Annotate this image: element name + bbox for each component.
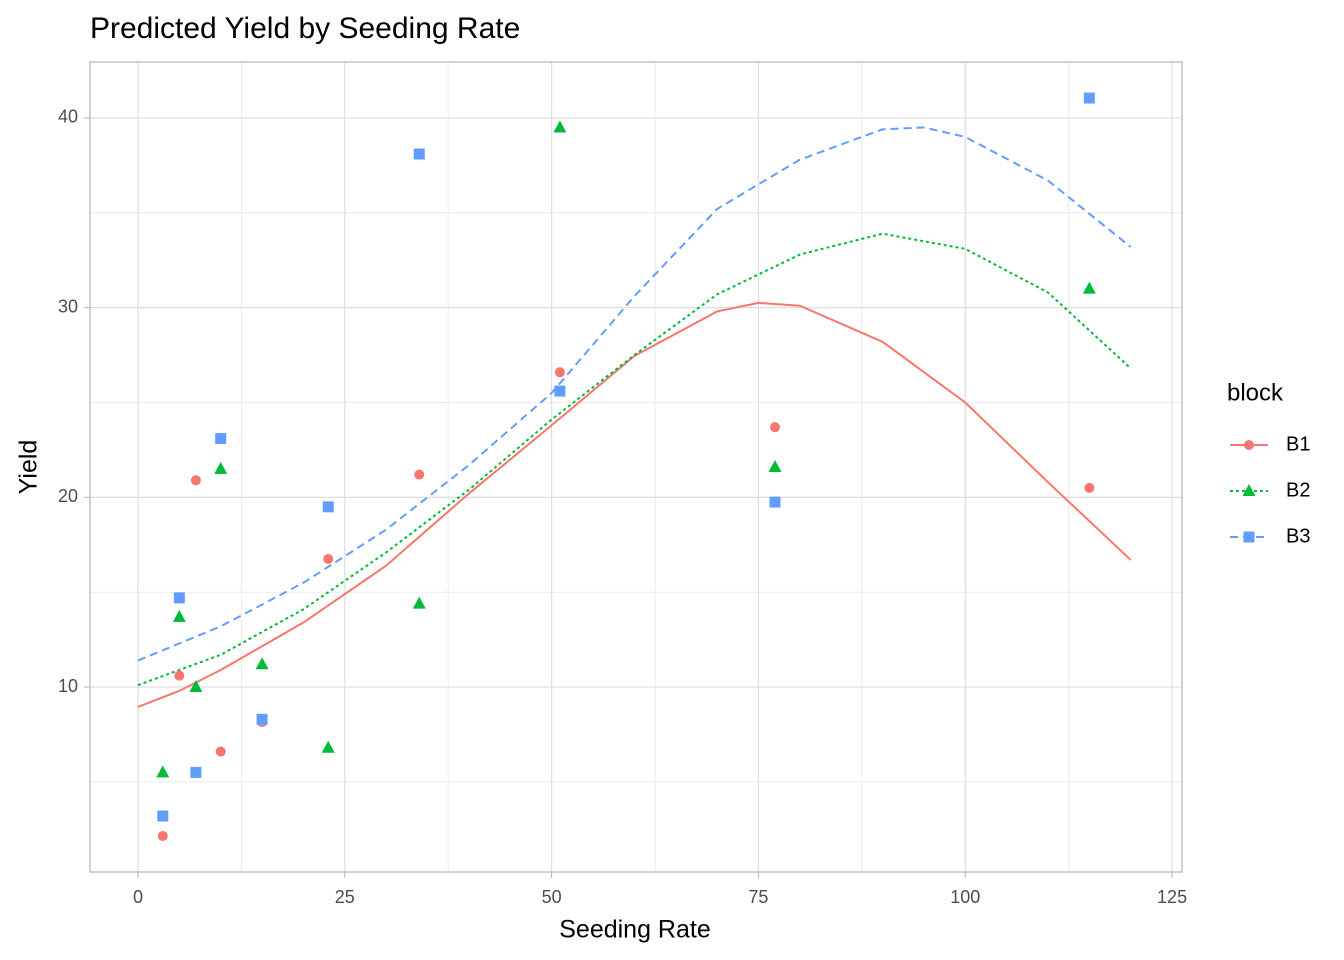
x-tick-label: 125	[1157, 887, 1187, 907]
point	[322, 501, 334, 513]
legend-title: block	[1227, 379, 1284, 406]
fit-line	[137, 126, 1132, 662]
y-tick-label: 40	[58, 107, 78, 127]
y-axis-label: Yield	[15, 440, 43, 495]
point	[1082, 281, 1096, 294]
x-tick-label: 0	[133, 887, 143, 907]
point	[190, 475, 201, 486]
point	[412, 596, 426, 609]
x-tick-label: 75	[748, 887, 768, 907]
point	[189, 680, 203, 693]
point	[414, 469, 425, 480]
point	[553, 120, 567, 133]
legend-label: B3	[1286, 525, 1310, 547]
plot-border	[89, 61, 1183, 873]
point	[769, 496, 781, 508]
legend-marker	[1244, 440, 1254, 450]
legend-label: B2	[1286, 479, 1310, 501]
point	[172, 609, 186, 622]
y-tick-label: 30	[58, 296, 78, 316]
point	[157, 830, 168, 841]
x-tick-label: 25	[335, 887, 355, 907]
point	[554, 385, 566, 397]
point	[215, 433, 227, 445]
point	[215, 746, 226, 757]
y-tick-label: 10	[58, 676, 78, 696]
point	[1083, 92, 1095, 104]
legend-label: B1	[1286, 433, 1310, 455]
fit-line	[137, 232, 1132, 687]
point	[256, 713, 268, 725]
point	[157, 810, 169, 822]
point	[174, 670, 185, 681]
point	[255, 657, 269, 670]
point	[413, 148, 425, 160]
legend-marker	[1243, 531, 1255, 543]
chart-title: Predicted Yield by Seeding Rate	[90, 12, 520, 45]
point	[190, 766, 202, 778]
fit-line	[137, 301, 1132, 708]
legend-marker	[1242, 484, 1256, 496]
point	[554, 367, 565, 378]
x-tick-label: 50	[542, 887, 562, 907]
point	[769, 422, 780, 433]
x-axis-label: Seeding Rate	[559, 916, 711, 944]
point	[156, 765, 170, 778]
point	[214, 461, 228, 474]
point	[323, 554, 334, 565]
point	[173, 592, 185, 604]
point	[321, 740, 335, 753]
point	[768, 460, 782, 472]
point	[1084, 482, 1095, 493]
y-tick-label: 20	[58, 486, 78, 506]
x-tick-label: 100	[950, 887, 980, 907]
